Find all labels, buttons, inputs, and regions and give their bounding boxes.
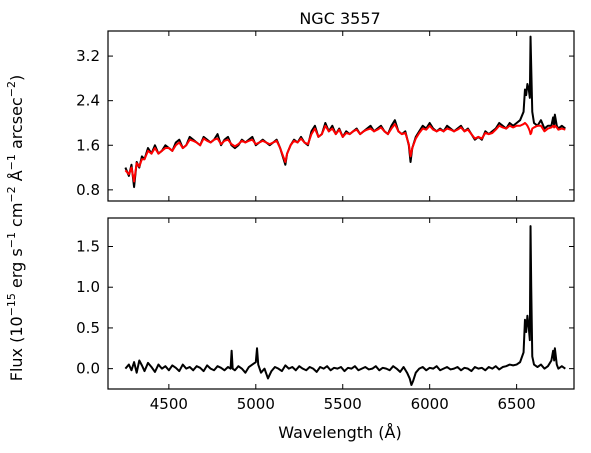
bottom-x-tick-label: 6500 bbox=[498, 395, 536, 413]
bottom-x-tick-label: 5500 bbox=[324, 395, 362, 413]
bottom-y-tick-label: 1.5 bbox=[76, 238, 100, 256]
bottom-x-tick-label: 4500 bbox=[150, 395, 188, 413]
chart-title: NGC 3557 bbox=[299, 9, 380, 28]
y-axis-label: Flux (10−15 erg s−1 cm−2 Å−1 arcsec−2) bbox=[5, 75, 26, 382]
bottom-y-tick-label: 0.5 bbox=[76, 319, 100, 337]
top-panel: 0.8 1.6 2.4 3.2 bbox=[76, 30, 575, 202]
top-series-line-0 bbox=[124, 35, 566, 189]
bottom-x-tick-label: 5000 bbox=[237, 395, 275, 413]
bottom-y-tick-label: 0.0 bbox=[76, 360, 100, 378]
bottom-x-tick-label: 6000 bbox=[411, 395, 449, 413]
bottom-axes-frame bbox=[107, 217, 575, 390]
bottom-panel: 4500 5000 5500 6000 6500 0.0 0.5 1.0 1.5 bbox=[76, 217, 575, 413]
bottom-series-line-0 bbox=[124, 225, 566, 386]
top-y-tick-label: 1.6 bbox=[76, 136, 100, 154]
top-axes-frame bbox=[107, 30, 575, 202]
top-series-line-1 bbox=[124, 121, 566, 183]
top-y-tick-label: 0.8 bbox=[76, 181, 100, 199]
top-y-tick-label: 3.2 bbox=[76, 47, 100, 65]
top-y-tick-label: 2.4 bbox=[76, 92, 100, 110]
x-axis-label: Wavelength (Å) bbox=[278, 423, 401, 442]
bottom-y-tick-label: 1.0 bbox=[76, 278, 100, 296]
